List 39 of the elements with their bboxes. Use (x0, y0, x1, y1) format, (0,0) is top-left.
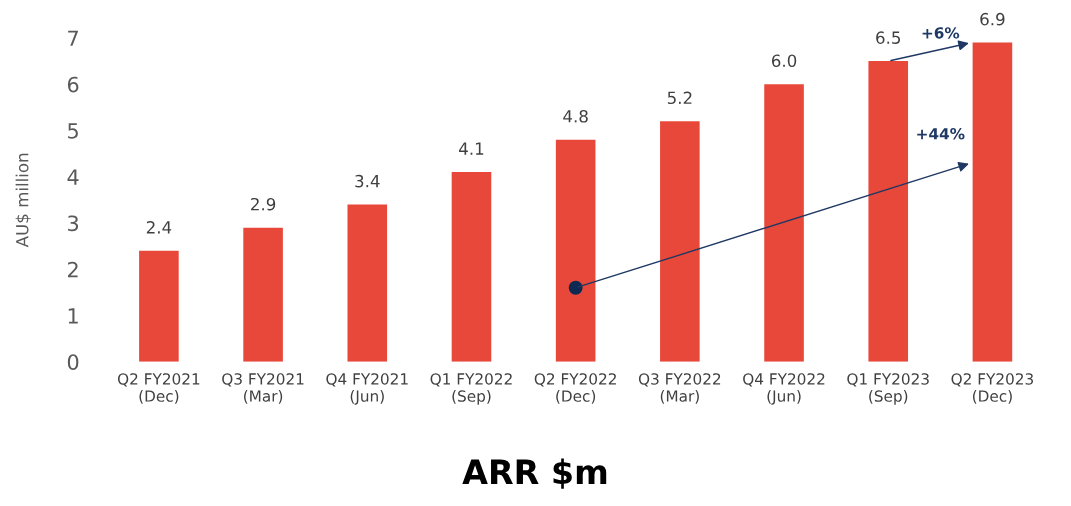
data-label: 4.1 (459, 142, 484, 155)
annotation: +6% (922, 27, 960, 39)
x-tick-label: Q2 FY2023 (Dec) (951, 373, 1033, 404)
y-tick-label: 1 (68, 308, 78, 324)
x-tick-label: Q2 FY2021 (Dec) (117, 373, 200, 404)
data-label: 3.4 (355, 174, 380, 188)
y-tick-label: 4 (67, 169, 79, 185)
bar (347, 204, 388, 362)
annotation: +44% (917, 127, 965, 140)
data-label: 4.8 (563, 110, 588, 123)
x-tick-label: Q2 FY2022 (Dec) (534, 373, 616, 404)
data-label: 6.0 (771, 54, 797, 68)
x-tick-label: Q4 FY2021 (Jun) (326, 373, 408, 405)
data-label: 5.2 (667, 91, 692, 105)
x-tick-label: Q3 FY2022 (Mar) (638, 373, 721, 404)
bar (660, 121, 700, 362)
bar (972, 42, 1013, 362)
y-tick-label: 7 (68, 30, 78, 46)
y-tick-label: 6 (67, 76, 79, 93)
y-tick-label: 2 (67, 261, 78, 278)
x-tick-label: Q1 FY2023 (Sep) (847, 373, 929, 405)
bar (243, 227, 283, 362)
y-tick-label: 5 (68, 123, 78, 139)
x-tick-label: Q4 FY2022 (Jun) (743, 373, 825, 405)
data-label: 2.9 (251, 197, 276, 211)
data-label: 2.4 (146, 221, 172, 234)
x-tick-label: Q3 FY2021 (Mar) (222, 373, 304, 404)
x-tick-label: Q1 FY2022 (Sep) (430, 373, 512, 405)
bar (451, 172, 492, 362)
data-label: 6.5 (876, 31, 901, 44)
y-tick-label: 0 (67, 354, 79, 370)
bar (139, 250, 179, 362)
data-label: 6.9 (980, 12, 1005, 26)
y-tick-label: 3 (68, 215, 79, 232)
bar (764, 84, 804, 362)
bar (868, 61, 909, 362)
bar (555, 139, 596, 362)
y-axis-title: AU$ million (15, 153, 31, 248)
text: ARR $m (462, 458, 607, 489)
